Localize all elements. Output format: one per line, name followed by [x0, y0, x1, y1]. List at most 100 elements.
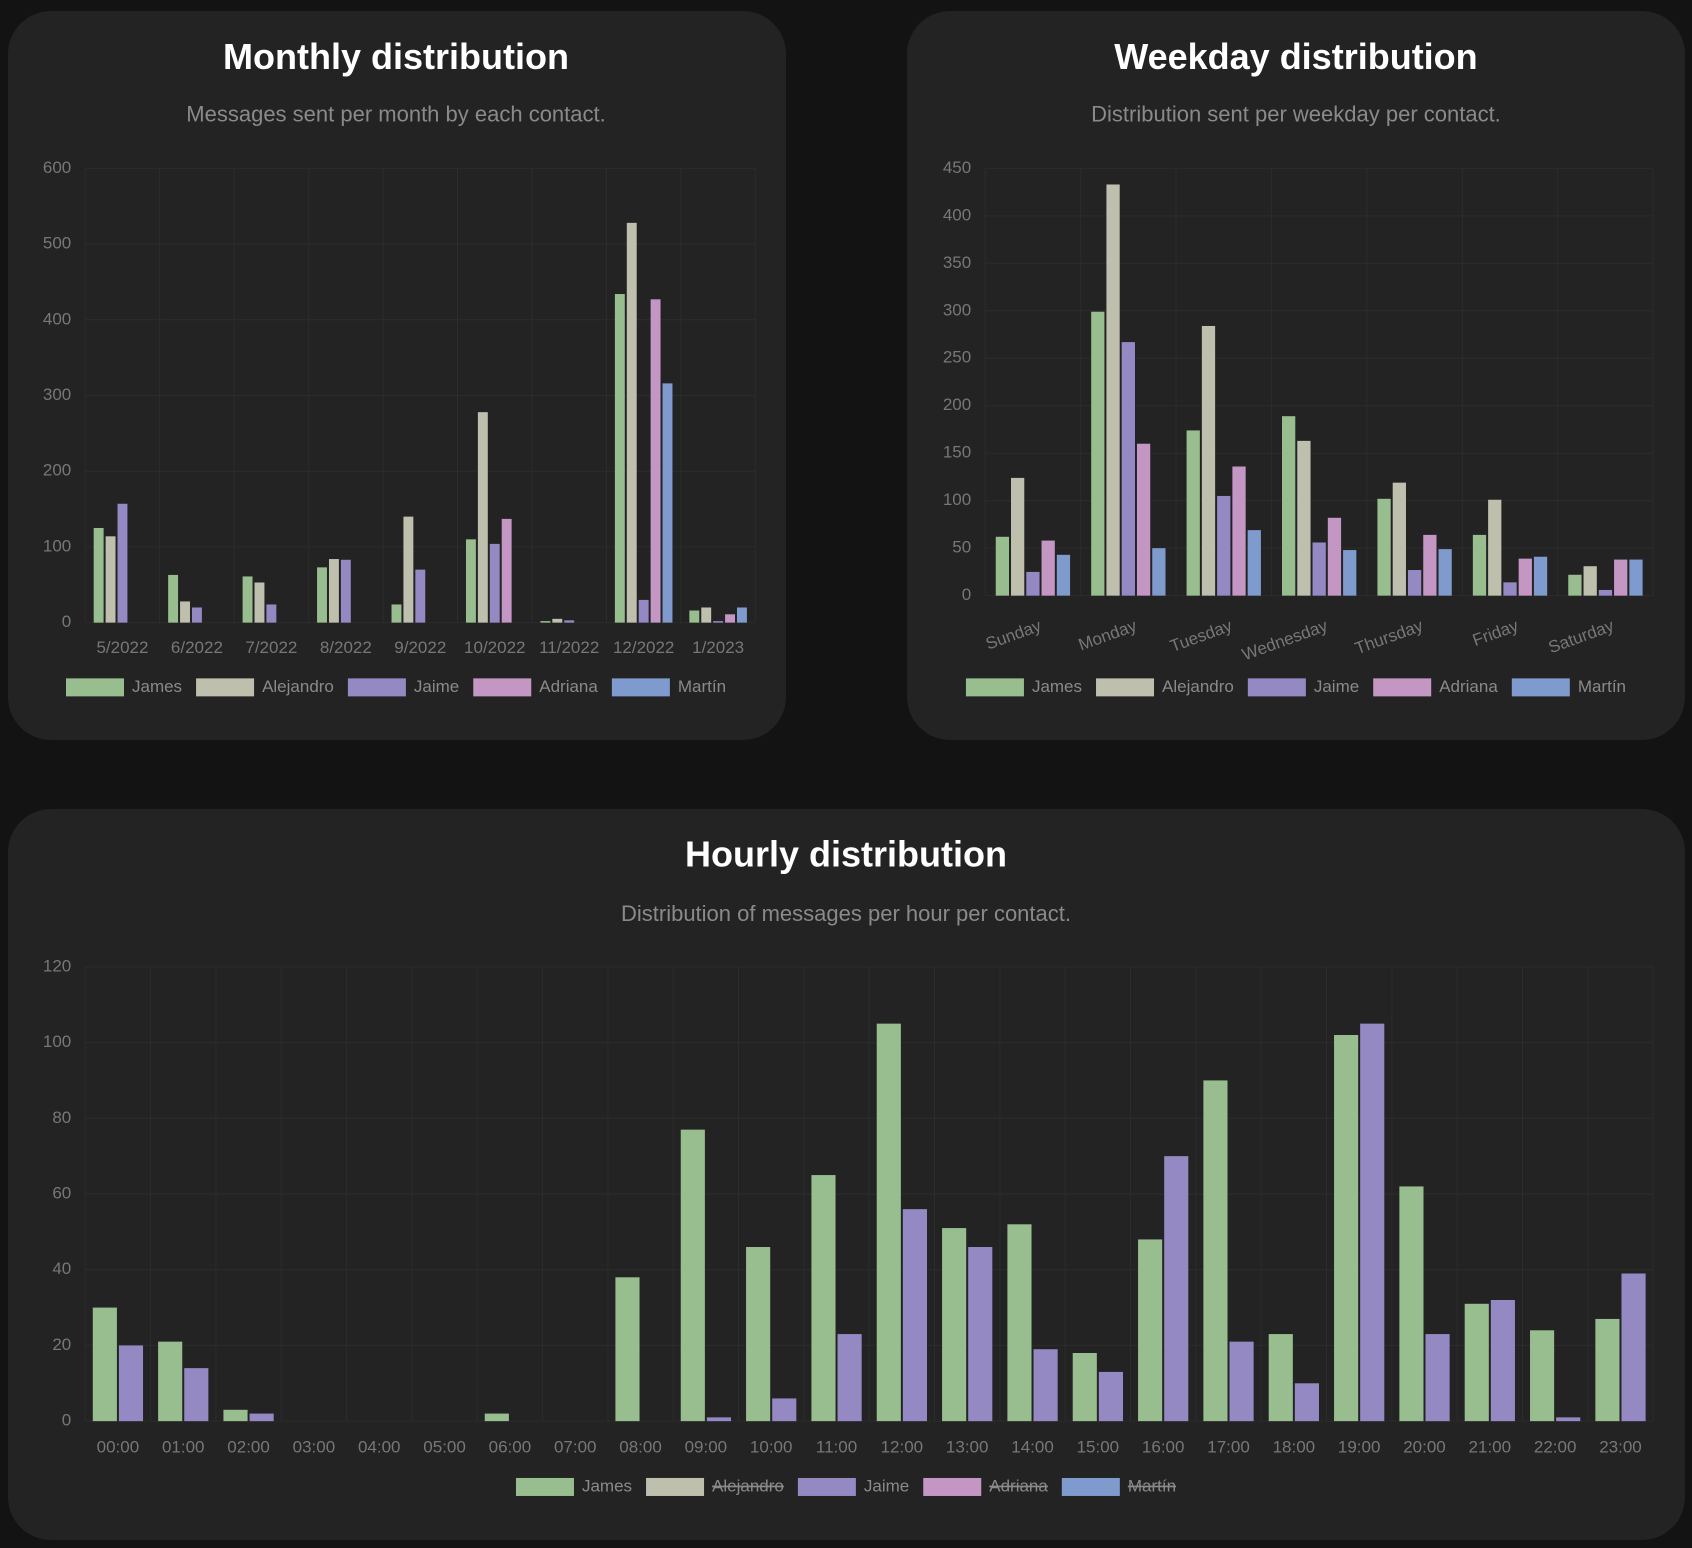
bar: [902, 1209, 927, 1422]
legend-label[interactable]: Adriana: [989, 1476, 1048, 1495]
x-tick-label: 07:00: [554, 1438, 597, 1457]
legend-swatch[interactable]: [1247, 678, 1306, 697]
legend-swatch[interactable]: [196, 678, 255, 697]
y-tick-label: 40: [52, 1259, 71, 1278]
legend-swatch[interactable]: [923, 1477, 982, 1496]
chart-subtitle: Distribution sent per weekday per contac…: [1091, 101, 1501, 126]
legend-swatch[interactable]: [1373, 678, 1432, 697]
chart-title: Hourly distribution: [685, 833, 1007, 874]
bar: [1598, 589, 1613, 596]
bar: [1294, 1383, 1319, 1422]
y-tick-label: 100: [43, 536, 71, 555]
bar: [626, 222, 637, 623]
y-tick-label: 400: [43, 309, 71, 328]
bar: [184, 1368, 209, 1422]
bar: [1121, 342, 1135, 596]
x-tick-label: 16:00: [1142, 1438, 1185, 1457]
bar: [725, 614, 735, 623]
bar: [837, 1334, 862, 1422]
legend-label[interactable]: Jaime: [864, 1476, 909, 1495]
x-tick-label: 18:00: [1273, 1438, 1316, 1457]
bar: [1138, 1239, 1163, 1422]
bar: [1490, 1300, 1515, 1422]
legend-swatch[interactable]: [646, 1477, 705, 1496]
legend-swatch[interactable]: [1061, 1477, 1120, 1496]
legend-swatch[interactable]: [515, 1477, 574, 1496]
legend-label[interactable]: Jaime: [414, 677, 459, 696]
y-tick-label: 500: [43, 234, 71, 253]
y-tick-label: 450: [943, 158, 971, 177]
legend-label[interactable]: Martín: [1578, 677, 1626, 696]
bar: [118, 1345, 144, 1422]
y-tick-label: 200: [943, 395, 971, 414]
bar: [1621, 1273, 1646, 1422]
bar: [1268, 1334, 1293, 1422]
legend-label[interactable]: Alejandro: [1162, 677, 1234, 696]
bar: [1203, 1080, 1228, 1422]
bar: [1327, 517, 1342, 596]
legend-label[interactable]: Alejandro: [262, 677, 334, 696]
y-tick-label: 300: [943, 300, 971, 319]
bar: [1041, 540, 1055, 596]
y-tick-label: 300: [43, 385, 71, 404]
bar: [93, 527, 104, 623]
legend-swatch[interactable]: [1511, 678, 1570, 697]
bar: [1152, 548, 1166, 596]
bar: [223, 1409, 248, 1422]
legend-label[interactable]: Jaime: [1314, 677, 1359, 696]
bar: [1583, 566, 1597, 596]
bar: [1518, 558, 1532, 596]
bar: [266, 604, 277, 623]
legend-label[interactable]: Martín: [1128, 1476, 1176, 1495]
x-tick-label: 12/2022: [613, 638, 674, 657]
legend-label[interactable]: James: [1032, 677, 1082, 696]
x-tick-label: 5/2022: [96, 638, 148, 657]
x-tick-label: 21:00: [1469, 1438, 1512, 1457]
chart-subtitle: Messages sent per month by each contact.: [186, 101, 605, 126]
legend-swatch[interactable]: [473, 678, 532, 697]
legend-label[interactable]: Adriana: [1439, 677, 1498, 696]
y-tick-label: 100: [943, 490, 971, 509]
bar: [1072, 1353, 1097, 1422]
legend-swatch[interactable]: [347, 678, 406, 697]
bar: [1247, 530, 1261, 596]
bar: [1392, 482, 1406, 596]
legend-swatch[interactable]: [65, 678, 124, 697]
bar: [105, 536, 116, 623]
x-tick-label: 22:00: [1534, 1438, 1577, 1457]
legend-swatch[interactable]: [965, 678, 1024, 697]
legend-swatch[interactable]: [1096, 678, 1155, 697]
bar: [811, 1175, 836, 1422]
bar: [1399, 1186, 1424, 1422]
x-tick-label: 09:00: [685, 1438, 728, 1457]
bar: [1026, 571, 1040, 596]
bar: [1201, 325, 1216, 596]
bar: [1343, 550, 1357, 596]
legend-label[interactable]: Alejandro: [712, 1476, 784, 1495]
legend-label[interactable]: Adriana: [539, 677, 598, 696]
bar: [1568, 574, 1582, 596]
y-tick-label: 0: [62, 1411, 71, 1430]
bar: [746, 1247, 771, 1422]
y-tick-label: 400: [943, 205, 971, 224]
y-tick-label: 200: [43, 461, 71, 480]
legend-label[interactable]: Martín: [678, 677, 726, 696]
bar: [158, 1341, 183, 1422]
legend-swatch[interactable]: [797, 1477, 856, 1496]
legend-label[interactable]: James: [132, 677, 182, 696]
bar: [701, 607, 712, 623]
bar: [564, 620, 575, 623]
bar: [254, 582, 265, 623]
bar: [1091, 311, 1105, 596]
bar: [1472, 534, 1487, 596]
chart-title: Monthly distribution: [223, 36, 569, 77]
x-tick-label: 14:00: [1011, 1438, 1054, 1457]
legend-label[interactable]: James: [582, 1476, 632, 1495]
bar: [552, 618, 563, 623]
bar: [638, 599, 649, 623]
chart-subtitle: Distribution of messages per hour per co…: [621, 901, 1071, 926]
legend-swatch[interactable]: [611, 678, 670, 697]
bar: [614, 294, 625, 623]
bar: [1360, 1023, 1385, 1422]
